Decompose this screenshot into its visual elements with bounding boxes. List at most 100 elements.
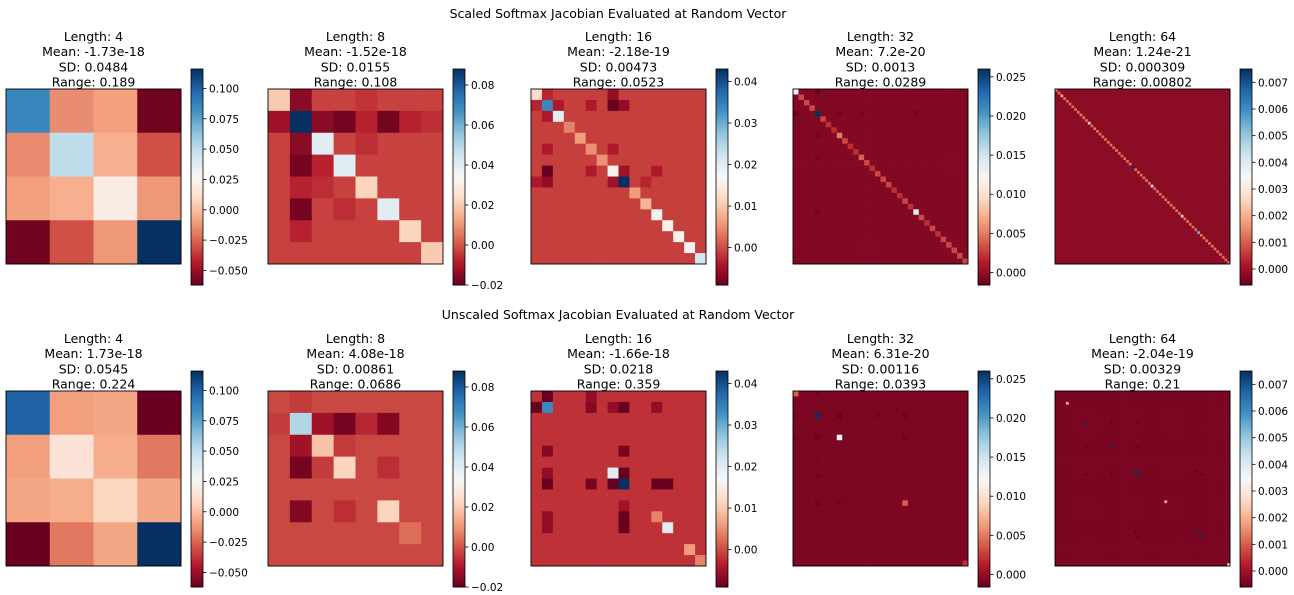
heatmap-cell <box>1205 192 1209 196</box>
colorbar-band <box>453 135 465 138</box>
colorbar-band <box>191 96 203 99</box>
colorbar-band <box>716 124 728 127</box>
heatmap-cell <box>1117 116 1121 120</box>
heatmap-cell <box>1158 135 1162 139</box>
heatmap-cell <box>1158 99 1162 104</box>
heatmap-cell <box>798 258 805 265</box>
heatmap-cell <box>1156 146 1160 150</box>
heatmap-cell <box>798 192 805 199</box>
heatmap-cell <box>1126 130 1130 134</box>
heatmap-cell <box>853 247 859 254</box>
heatmap-cell <box>1216 151 1220 155</box>
heatmap-cell <box>1175 181 1179 186</box>
heatmap-cell <box>607 110 619 123</box>
heatmap-cell <box>1167 162 1171 166</box>
heatmap-cell <box>1227 124 1231 128</box>
heatmap-cell <box>1082 168 1086 172</box>
colorbar-band <box>716 198 728 201</box>
colorbar-tick-label: 0.025 <box>996 72 1026 84</box>
heatmap-cell <box>1087 173 1091 177</box>
heatmap-cell <box>809 110 816 117</box>
colorbar-band <box>716 259 728 262</box>
heatmap-cell <box>1112 110 1116 114</box>
colorbar-band <box>453 157 465 160</box>
heatmap-cell <box>918 105 925 112</box>
heatmap-cell <box>1161 110 1165 114</box>
heatmap-frame <box>530 88 707 265</box>
heatmap-cell <box>1153 105 1157 109</box>
heatmap-cell <box>820 99 827 106</box>
heatmap-cell <box>842 149 849 155</box>
colorbar-band <box>453 249 465 252</box>
heatmap-cell <box>1126 192 1130 196</box>
heatmap-cell <box>1186 113 1190 117</box>
heatmap-cell <box>951 209 958 216</box>
heatmap-cell <box>1227 97 1231 101</box>
heatmap-cell <box>1180 99 1184 104</box>
heatmap-cell <box>1197 151 1201 155</box>
heatmap-cell <box>1224 154 1228 158</box>
heatmap-cell <box>1063 94 1067 98</box>
colorbar-band <box>453 87 465 90</box>
heatmap-cell <box>1123 214 1127 218</box>
heatmap-cell <box>1093 116 1097 120</box>
heatmap-cell <box>1109 165 1113 169</box>
heatmap-cell <box>1169 187 1173 191</box>
heatmap-cell <box>1142 192 1146 196</box>
heatmap-cell <box>1131 190 1135 194</box>
heatmap-cell <box>1096 132 1100 136</box>
heatmap-cell <box>902 89 909 95</box>
colorbar-band <box>978 115 990 118</box>
colorbar-band <box>978 126 990 129</box>
heatmap-cell <box>869 203 876 210</box>
heatmap-cell <box>825 116 832 123</box>
colorbar-band <box>453 209 465 212</box>
heatmap-cell <box>820 154 827 161</box>
heatmap-cell <box>1167 184 1171 188</box>
heatmap-cell <box>1227 94 1231 98</box>
heatmap-cell <box>946 209 952 216</box>
heatmap-cell <box>1205 179 1209 183</box>
colorbar-band <box>978 281 990 284</box>
colorbar-band <box>716 191 728 194</box>
colorbar-band <box>716 272 728 275</box>
heatmap-cell <box>913 132 920 139</box>
heatmap-cell <box>1156 143 1160 147</box>
heatmap-cell <box>1057 149 1061 153</box>
heatmap-cell <box>814 105 821 112</box>
heatmap-cell <box>1112 187 1116 191</box>
heatmap-cell <box>1139 168 1143 172</box>
heatmap-cell <box>935 105 942 112</box>
heatmap-cell <box>1210 198 1214 202</box>
heatmap-frame <box>5 88 182 265</box>
heatmap-cell <box>1202 171 1206 175</box>
heatmap-cell <box>618 132 630 145</box>
heatmap-cell <box>1120 168 1124 172</box>
heatmap-cell <box>1191 127 1195 131</box>
heatmap-cell <box>1096 192 1100 196</box>
heatmap-cell <box>1065 91 1070 95</box>
heatmap-cell <box>1101 130 1105 134</box>
heatmap-cell <box>946 203 952 210</box>
colorbar-band <box>978 123 990 126</box>
heatmap-cell <box>1134 121 1138 125</box>
heatmap-cell <box>1090 94 1094 98</box>
heatmap-cell <box>1106 97 1111 101</box>
heatmap-cell <box>864 116 870 123</box>
heatmap-cell <box>1106 105 1111 109</box>
heatmap-cell <box>1060 214 1064 218</box>
heatmap-cell <box>1117 154 1121 158</box>
heatmap-cell <box>1112 121 1116 125</box>
heatmap-cell <box>1117 121 1121 125</box>
heatmap-cell <box>1150 91 1154 95</box>
heatmap-cell <box>695 242 707 254</box>
heatmap-cell <box>1194 127 1198 131</box>
heatmap-cell <box>541 89 554 101</box>
heatmap-cell <box>935 138 942 145</box>
panel-title-line: SD: 0.0155 <box>321 59 390 74</box>
heatmap-cell <box>940 149 947 155</box>
heatmap-cell <box>1145 99 1149 104</box>
heatmap-cell <box>1221 124 1225 128</box>
heatmap-cell <box>1085 173 1089 177</box>
colorbar-band <box>716 207 728 210</box>
